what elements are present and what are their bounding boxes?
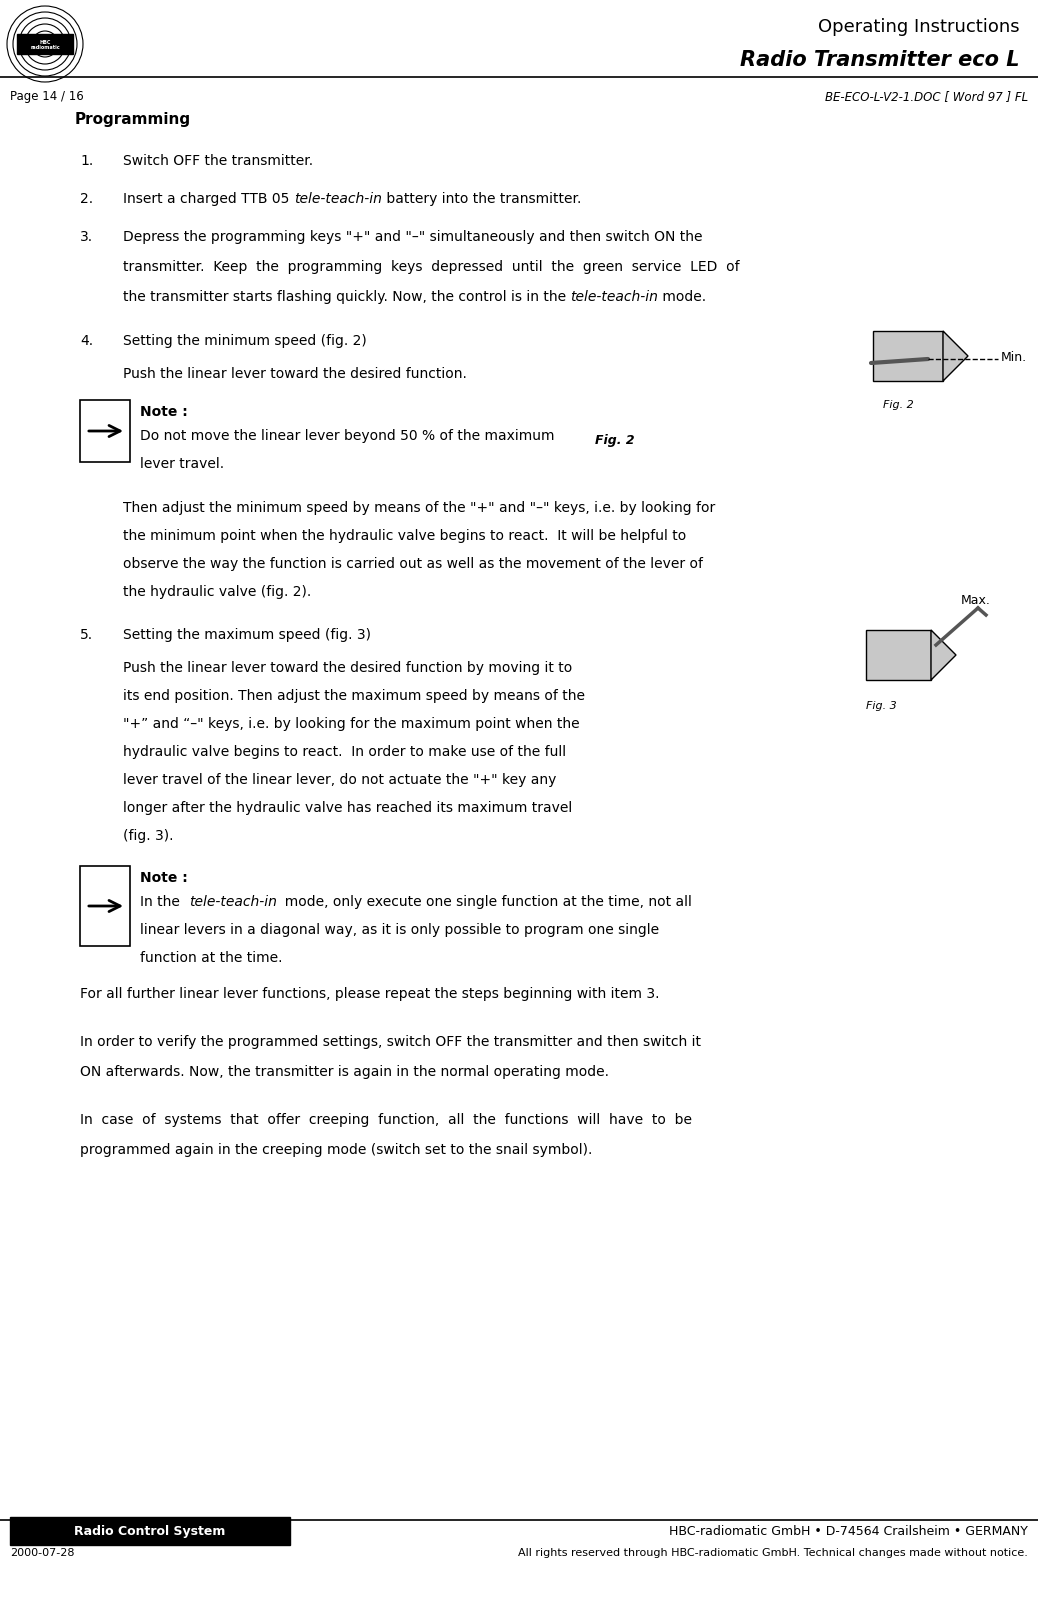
Text: lever travel.: lever travel. (140, 457, 224, 470)
Text: 2.: 2. (80, 193, 93, 205)
Text: Insert a charged TTB 05: Insert a charged TTB 05 (122, 193, 294, 205)
Text: hydraulic valve begins to react.  In order to make use of the full: hydraulic valve begins to react. In orde… (122, 745, 566, 759)
Text: battery into the transmitter.: battery into the transmitter. (382, 193, 581, 205)
Text: the minimum point when the hydraulic valve begins to react.  It will be helpful : the minimum point when the hydraulic val… (122, 528, 686, 542)
Text: tele-teach-in: tele-teach-in (189, 894, 276, 908)
Text: In the: In the (140, 894, 189, 908)
Bar (873, 332, 943, 382)
Text: Radio Transmitter eco L: Radio Transmitter eco L (740, 50, 1020, 71)
Text: programmed again in the creeping mode (switch set to the snail symbol).: programmed again in the creeping mode (s… (80, 1143, 593, 1156)
Text: linear levers in a diagonal way, as it is only possible to program one single: linear levers in a diagonal way, as it i… (140, 923, 659, 936)
Text: 4.: 4. (80, 334, 93, 348)
Text: In order to verify the programmed settings, switch OFF the transmitter and then : In order to verify the programmed settin… (80, 1034, 701, 1048)
Text: Push the linear lever toward the desired function by moving it to: Push the linear lever toward the desired… (122, 661, 572, 674)
Text: function at the time.: function at the time. (140, 950, 282, 965)
Text: Page 14 / 16: Page 14 / 16 (10, 90, 84, 103)
Text: Min.: Min. (1001, 350, 1028, 363)
Text: Note :: Note : (140, 404, 188, 419)
Text: Fig. 2: Fig. 2 (595, 433, 634, 446)
Text: Max.: Max. (961, 594, 991, 607)
Text: Note :: Note : (140, 870, 188, 884)
Text: 5.: 5. (80, 628, 93, 642)
Text: (fig. 3).: (fig. 3). (122, 828, 173, 843)
Text: tele-teach-in: tele-teach-in (294, 193, 382, 205)
Text: All rights reserved through HBC-radiomatic GmbH. Technical changes made without : All rights reserved through HBC-radiomat… (518, 1547, 1028, 1557)
Text: HBC-radiomatic GmbH • D-74564 Crailsheim • GERMANY: HBC-radiomatic GmbH • D-74564 Crailsheim… (670, 1525, 1028, 1538)
Text: lever travel of the linear lever, do not actuate the "+" key any: lever travel of the linear lever, do not… (122, 772, 556, 786)
Text: the transmitter starts flashing quickly. Now, the control is in the: the transmitter starts flashing quickly.… (122, 291, 571, 303)
Text: longer after the hydraulic valve has reached its maximum travel: longer after the hydraulic valve has rea… (122, 801, 572, 814)
Bar (17, 35, 73, 55)
Text: HBC
radiomatic: HBC radiomatic (30, 40, 60, 50)
Text: ON afterwards. Now, the transmitter is again in the normal operating mode.: ON afterwards. Now, the transmitter is a… (80, 1064, 609, 1079)
Text: For all further linear lever functions, please repeat the steps beginning with i: For all further linear lever functions, … (80, 987, 659, 1000)
Polygon shape (931, 631, 956, 681)
Text: Then adjust the minimum speed by means of the "+" and "–" keys, i.e. by looking : Then adjust the minimum speed by means o… (122, 501, 715, 515)
Polygon shape (943, 332, 968, 382)
Text: Fig. 3: Fig. 3 (866, 700, 897, 711)
Text: Push the linear lever toward the desired function.: Push the linear lever toward the desired… (122, 368, 467, 380)
Text: mode, only execute one single function at the time, not all: mode, only execute one single function a… (276, 894, 692, 908)
Text: the hydraulic valve (fig. 2).: the hydraulic valve (fig. 2). (122, 584, 311, 599)
Text: 1.: 1. (80, 154, 93, 169)
Text: Programming: Programming (75, 112, 191, 127)
Text: Radio Control System: Radio Control System (75, 1525, 225, 1538)
Text: observe the way the function is carried out as well as the movement of the lever: observe the way the function is carried … (122, 557, 703, 571)
Text: Setting the minimum speed (fig. 2): Setting the minimum speed (fig. 2) (122, 334, 366, 348)
Text: Fig. 2: Fig. 2 (883, 400, 913, 409)
Text: Operating Instructions: Operating Instructions (818, 18, 1020, 35)
Bar (866, 631, 931, 681)
Text: transmitter.  Keep  the  programming  keys  depressed  until  the  green  servic: transmitter. Keep the programming keys d… (122, 260, 740, 274)
FancyBboxPatch shape (80, 401, 130, 462)
Text: tele-teach-in: tele-teach-in (571, 291, 658, 303)
Text: Switch OFF the transmitter.: Switch OFF the transmitter. (122, 154, 313, 169)
FancyBboxPatch shape (80, 867, 130, 947)
Text: mode.: mode. (658, 291, 707, 303)
Text: 2000-07-28: 2000-07-28 (10, 1547, 75, 1557)
Text: Do not move the linear lever beyond 50 % of the maximum: Do not move the linear lever beyond 50 %… (140, 429, 554, 443)
Text: "+” and “–" keys, i.e. by looking for the maximum point when the: "+” and “–" keys, i.e. by looking for th… (122, 716, 579, 730)
Text: Depress the programming keys "+" and "–" simultaneously and then switch ON the: Depress the programming keys "+" and "–"… (122, 230, 703, 244)
Bar (10, 1517, 290, 1546)
Text: BE-ECO-L-V2-1.DOC [ Word 97 ] FL: BE-ECO-L-V2-1.DOC [ Word 97 ] FL (825, 90, 1028, 103)
Text: In  case  of  systems  that  offer  creeping  function,  all  the  functions  wi: In case of systems that offer creeping f… (80, 1112, 692, 1127)
Text: its end position. Then adjust the maximum speed by means of the: its end position. Then adjust the maximu… (122, 689, 585, 703)
Text: 3.: 3. (80, 230, 93, 244)
Text: Setting the maximum speed (fig. 3): Setting the maximum speed (fig. 3) (122, 628, 371, 642)
